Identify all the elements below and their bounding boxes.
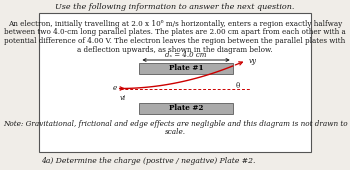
Text: An electron, initially travelling at 2.0 x 10⁶ m/s horizontally, enters a region: An electron, initially travelling at 2.0… (8, 20, 342, 28)
Text: Use the following information to answer the next question.: Use the following information to answer … (55, 3, 295, 11)
Text: 4a) Determine the charge (postive / negative) Plate #2.: 4a) Determine the charge (postive / nega… (41, 157, 255, 165)
Bar (139, 63, 233, 74)
Text: Plate #1: Plate #1 (169, 64, 203, 72)
Text: vi: vi (120, 94, 126, 101)
Text: Plate #2: Plate #2 (169, 105, 203, 113)
Text: a deflection upwards, as shown in the diagram below.: a deflection upwards, as shown in the di… (77, 46, 273, 54)
Bar (139, 103, 233, 114)
Text: potential difference of 4.00 V. The electron leaves the region between the paral: potential difference of 4.00 V. The elec… (5, 37, 346, 45)
Text: θ: θ (236, 81, 240, 89)
Text: e: e (113, 83, 117, 91)
Text: scale.: scale. (164, 128, 186, 135)
Bar (39, 13, 311, 152)
Text: Note: Gravitational, frictional and edge effects are negligble and this diagram : Note: Gravitational, frictional and edge… (3, 120, 347, 128)
Text: dₓ = 4.0 cm: dₓ = 4.0 cm (166, 51, 207, 59)
Text: vy: vy (248, 57, 257, 65)
Text: between two 4.0-cm long parallel plates. The plates are 2.00 cm apart from each : between two 4.0-cm long parallel plates.… (4, 29, 346, 37)
